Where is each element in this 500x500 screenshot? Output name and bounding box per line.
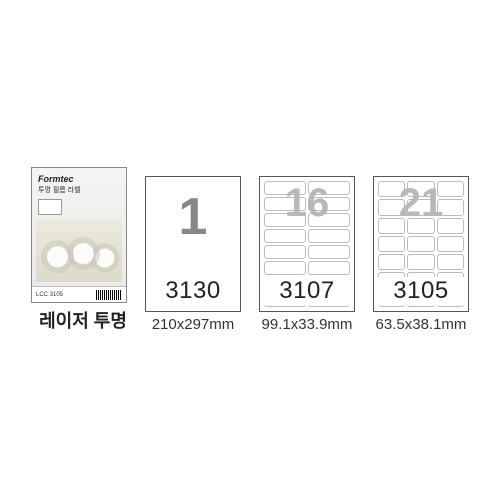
pack-header: Formtec 투명 필름 라벨 [32, 168, 126, 217]
variant-count-1: 1 [146, 191, 240, 243]
pack-strip-code: LCC 3105 [36, 292, 63, 298]
barcode-icon [96, 290, 122, 300]
variant-code-21: 3105 [374, 277, 468, 305]
variant-card-16: 16 3107 99.1x33.9mm [259, 176, 355, 333]
variant-dim-1: 210x297mm [152, 316, 235, 333]
pack-image: Formtec 투명 필름 라벨 LCC 3105 [31, 167, 127, 303]
variant-row: Formtec 투명 필름 라벨 LCC 3105 레이저 투명 1 3130 … [10, 167, 490, 333]
pack-photo [36, 219, 122, 282]
variant-sheet-16: 16 3107 [259, 176, 355, 312]
variant-code-1: 3130 [146, 277, 240, 305]
variant-dim-21: 63.5x38.1mm [376, 316, 467, 333]
pack-brand: Formtec [38, 174, 120, 184]
variant-card-21: 21 3105 63.5x38.1mm [373, 176, 469, 333]
variant-card-1: 1 3130 210x297mm [145, 176, 241, 333]
variant-dim-16: 99.1x33.9mm [262, 316, 353, 333]
variant-code-16: 3107 [260, 277, 354, 305]
pack-card: Formtec 투명 필름 라벨 LCC 3105 레이저 투명 [31, 167, 127, 333]
category-label: 레이저 투명 [39, 307, 127, 333]
product-variant-strip: Formtec 투명 필름 라벨 LCC 3105 레이저 투명 1 3130 … [10, 167, 490, 333]
pack-mini-label-icon [38, 199, 62, 215]
pack-strip: LCC 3105 [32, 286, 126, 302]
variant-sheet-1: 1 3130 [145, 176, 241, 312]
variant-sheet-21: 21 3105 [373, 176, 469, 312]
pack-subtitle: 투명 필름 라벨 [38, 185, 120, 195]
